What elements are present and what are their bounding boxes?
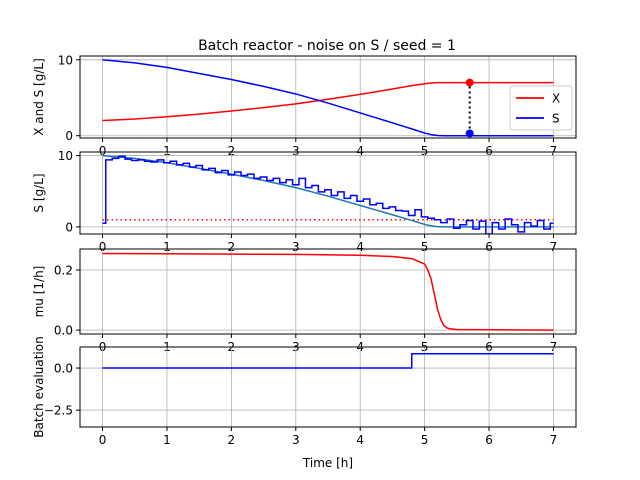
x-tick-label: 6 [485,240,493,254]
y-tick-label: 0.0 [54,362,73,376]
series-measured-s-line [102,155,554,234]
y-tick-label: −2.5 [44,404,73,418]
legend-box [509,85,573,131]
series-s-line [102,59,554,137]
y-axis-label: mu [1/h] [32,266,46,318]
x-tick-label: 7 [550,240,558,254]
x-tick-label: 2 [228,144,236,158]
panel-mu: 0 1 2 3 4 5 6 70.00.2mu [1/h] [32,248,577,354]
sample-point-marker [465,129,474,138]
panel-x-and-s: 0 1 2 3 4 5 6 7 0 10 X and S [g/L] XS [32,53,577,158]
x-tick-label: 2 [228,433,236,447]
chart-title: Batch reactor - noise on S / seed = 1 [198,38,456,54]
x-tick-label: 1 [163,433,171,447]
x-tick-label: 5 [421,144,429,158]
x-tick-label: 3 [292,433,300,447]
series-x-line [102,81,554,122]
x-tick-label: 4 [356,144,364,158]
series-0-line [102,352,554,369]
x-tick-label: 5 [421,433,429,447]
x-tick-label: 1 [163,240,171,254]
y-tick-label: 0.0 [54,324,73,338]
x-tick-label: 4 [356,240,364,254]
plot-area [102,154,554,234]
x-tick-label: 3 [292,240,300,254]
legend-entry-label: X [552,92,560,106]
x-tick-label: 6 [485,144,493,158]
x-tick-label: 4 [356,433,364,447]
axes-frame [79,248,577,335]
axes-frame [79,55,577,139]
series-true-s-line [102,154,554,228]
y-tick-label: 0 [65,220,73,234]
x-tick-label: 0 [99,144,107,158]
y-axis-label: S [g/L] [32,173,46,212]
y-tick-label: 10 [58,53,73,67]
x-tick-label: 1 [163,144,171,158]
y-axis-label: X and S [g/L] [32,58,46,136]
x-tick-label: 3 [292,144,300,158]
x-tick-label: 0 [99,240,107,254]
x-tick-label: 2 [228,240,236,254]
y-tick-label: 0 [65,129,73,143]
x-tick-label: 6 [485,433,493,447]
plot-area [102,352,554,369]
y-tick-label: 10 [58,149,73,163]
x-tick-label: 7 [550,433,558,447]
legend-entry-label: S [552,112,560,126]
y-tick-label: 0.2 [54,264,73,278]
axes-frame [79,346,577,428]
plot-area [102,59,554,138]
axes-frame [79,151,577,235]
plot-area [102,252,554,331]
sample-point-marker [465,78,474,87]
x-tick-label: 5 [421,240,429,254]
series-0-line [102,252,554,331]
panel-s-measured: 0 1 2 3 4 5 6 7 0 10 S [g/L] [32,149,577,254]
y-axis-label: Batch evaluation [32,336,46,437]
x-tick-label: 7 [550,144,558,158]
x-axis-label: Time [h] [302,456,353,470]
legend: XS [509,85,573,131]
x-tick-label: 0 [99,433,107,447]
